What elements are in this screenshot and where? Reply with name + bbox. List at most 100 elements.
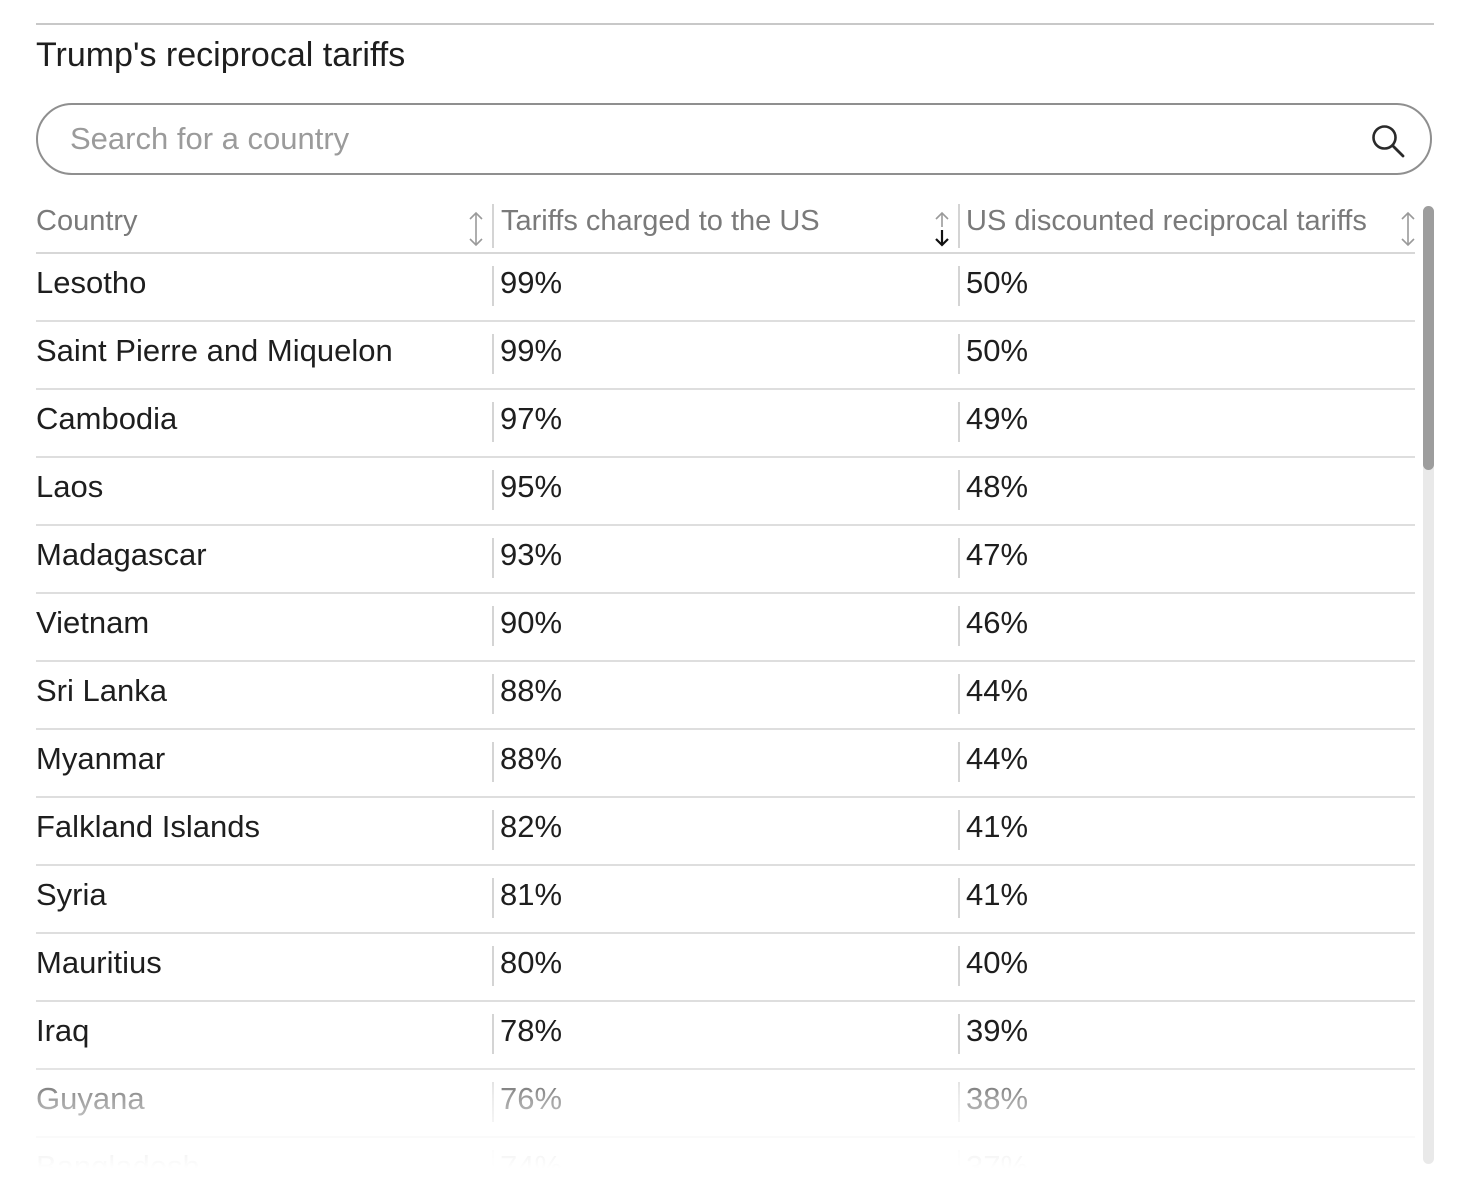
column-divider (958, 674, 960, 714)
country-cell-text: Madagascar (36, 537, 207, 572)
column-divider (492, 538, 494, 578)
country-cell: Syria (36, 866, 492, 932)
sort-arrows-icon[interactable] (1398, 210, 1415, 248)
column-divider (492, 674, 494, 714)
reciprocal-tariff-cell: 47% (958, 526, 1415, 592)
reciprocal-tariff-cell-text: 41% (966, 877, 1029, 912)
top-divider (36, 23, 1434, 25)
reciprocal-tariff-cell-text: 39% (966, 1013, 1029, 1048)
reciprocal-tariff-cell: 44% (958, 662, 1415, 728)
column-header-reciprocal[interactable]: US discounted reciprocal tariffs (958, 196, 1415, 252)
column-header-label: Country (36, 205, 138, 237)
reciprocal-tariff-cell-text: 47% (966, 537, 1029, 572)
charged-tariff-cell-text: 82% (500, 809, 563, 844)
table-row: Myanmar 88% 44% (36, 730, 1415, 798)
table-row: Sri Lanka 88% 44% (36, 662, 1415, 730)
table-row: Falkland Islands 82% 41% (36, 798, 1415, 866)
reciprocal-tariff-cell-text: 40% (966, 945, 1029, 980)
search-icon[interactable] (1370, 123, 1406, 159)
charged-tariff-cell: 97% (492, 390, 958, 456)
charged-tariff-cell-text: 88% (500, 673, 563, 708)
column-header-label: US discounted reciprocal tariffs (966, 205, 1367, 237)
sort-arrows-icon[interactable] (466, 210, 486, 248)
country-cell-text: Bangladesh (36, 1149, 200, 1168)
charged-tariff-cell: 76% (492, 1070, 958, 1136)
charged-tariff-cell-text: 99% (500, 333, 563, 368)
scrollbar[interactable] (1423, 206, 1434, 1164)
country-cell-text: Cambodia (36, 401, 178, 436)
sort-descending-icon[interactable] (932, 210, 952, 248)
country-cell-text: Laos (36, 469, 104, 504)
table-row: Cambodia 97% 49% (36, 390, 1415, 458)
reciprocal-tariff-cell-text: 41% (966, 809, 1029, 844)
country-cell: Madagascar (36, 526, 492, 592)
column-divider (492, 204, 494, 248)
table-row: Iraq 78% 39% (36, 1002, 1415, 1070)
charged-tariff-cell: 95% (492, 458, 958, 524)
charged-tariff-cell-text: 76% (500, 1081, 563, 1116)
column-header-label: Tariffs charged to the US (501, 205, 820, 237)
column-divider (492, 606, 494, 646)
column-header-country[interactable]: Country (36, 196, 492, 252)
search-box[interactable] (36, 103, 1432, 175)
charged-tariff-cell-text: 93% (500, 537, 563, 572)
country-cell: Sri Lanka (36, 662, 492, 728)
column-divider (958, 1082, 960, 1122)
table-row: Madagascar 93% 47% (36, 526, 1415, 594)
reciprocal-tariff-cell-text: 49% (966, 401, 1029, 436)
reciprocal-tariff-cell: 50% (958, 254, 1415, 320)
column-divider (958, 1014, 960, 1054)
charged-tariff-cell-text: 74% (500, 1149, 563, 1168)
reciprocal-tariff-cell: 49% (958, 390, 1415, 456)
table-row: Vietnam 90% 46% (36, 594, 1415, 662)
column-divider (492, 266, 494, 306)
charged-tariff-cell: 74% (492, 1138, 958, 1168)
country-cell: Iraq (36, 1002, 492, 1068)
charged-tariff-cell: 82% (492, 798, 958, 864)
reciprocal-tariff-cell: 46% (958, 594, 1415, 660)
page-title: Trump's reciprocal tariffs (36, 36, 406, 74)
column-divider (492, 1082, 494, 1122)
reciprocal-tariff-cell-text: 48% (966, 469, 1029, 504)
country-cell: Saint Pierre and Miquelon (36, 322, 492, 388)
charged-tariff-cell: 88% (492, 662, 958, 728)
charged-tariff-cell-text: 81% (500, 877, 563, 912)
column-divider (958, 538, 960, 578)
country-cell: Myanmar (36, 730, 492, 796)
scrollbar-thumb[interactable] (1423, 206, 1434, 470)
charged-tariff-cell: 81% (492, 866, 958, 932)
reciprocal-tariff-cell: 41% (958, 866, 1415, 932)
reciprocal-tariff-cell-text: 44% (966, 673, 1029, 708)
reciprocal-tariff-cell-text: 50% (966, 265, 1029, 300)
country-cell-text: Lesotho (36, 265, 147, 300)
column-header-charged[interactable]: Tariffs charged to the US (492, 196, 958, 252)
table-row: Guyana 76% 38% (36, 1070, 1415, 1138)
column-divider (958, 402, 960, 442)
column-divider (958, 266, 960, 306)
country-cell-text: Myanmar (36, 741, 166, 776)
country-cell-text: Vietnam (36, 605, 150, 640)
country-cell-text: Iraq (36, 1013, 90, 1048)
table-header: Country Tariffs charged to the US US dis… (36, 196, 1415, 254)
country-cell: Cambodia (36, 390, 492, 456)
column-divider (492, 470, 494, 510)
charged-tariff-cell-text: 95% (500, 469, 563, 504)
charged-tariff-cell: 90% (492, 594, 958, 660)
country-cell: Falkland Islands (36, 798, 492, 864)
search-input[interactable] (70, 105, 1330, 173)
tariff-table: Country Tariffs charged to the US US dis… (36, 196, 1415, 1168)
reciprocal-tariff-cell-text: 44% (966, 741, 1029, 776)
table-row: Mauritius 80% 40% (36, 934, 1415, 1002)
table-row: Saint Pierre and Miquelon 99% 50% (36, 322, 1415, 390)
reciprocal-tariff-cell: 48% (958, 458, 1415, 524)
country-cell: Guyana (36, 1070, 492, 1136)
country-cell: Laos (36, 458, 492, 524)
column-divider (958, 810, 960, 850)
country-cell: Lesotho (36, 254, 492, 320)
charged-tariff-cell: 93% (492, 526, 958, 592)
charged-tariff-cell-text: 78% (500, 1013, 563, 1048)
table-row: Syria 81% 41% (36, 866, 1415, 934)
reciprocal-tariff-cell: 50% (958, 322, 1415, 388)
reciprocal-tariff-cell: 37% (958, 1138, 1415, 1168)
column-divider (492, 334, 494, 374)
